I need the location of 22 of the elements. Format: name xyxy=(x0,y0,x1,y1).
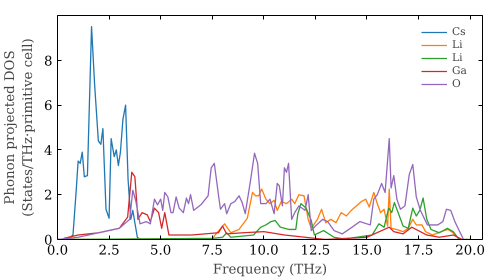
x-tick-label: 10.0 xyxy=(248,244,279,258)
x-tick-label: 17.5 xyxy=(404,244,434,258)
y-axis-title: Phonon projected DOS (States/THz·primitive cell) xyxy=(3,38,36,217)
x-tick-label: 15.0 xyxy=(352,244,382,258)
legend-label: O xyxy=(452,77,462,90)
y-tick-label: 6 xyxy=(44,99,53,114)
y-tick-label: 8 xyxy=(44,54,53,70)
x-tick-label: 20.0 xyxy=(455,244,485,258)
x-tick-label: 0.0 xyxy=(46,244,68,258)
line-series xyxy=(63,172,463,240)
x-tick-label: 7.5 xyxy=(202,244,223,258)
x-tick-label: 2.5 xyxy=(98,244,120,258)
legend-label: Cs xyxy=(452,25,467,38)
legend-label: Li xyxy=(452,38,464,51)
x-tick-label: 12.5 xyxy=(300,244,330,258)
x-axis-title: Frequency (THz) xyxy=(212,262,328,278)
y-tick-label: 4 xyxy=(44,144,53,159)
legend-label: Li xyxy=(452,51,464,64)
y-tick-label: 2 xyxy=(44,188,53,204)
legend-label: Ga xyxy=(452,64,468,77)
line-series xyxy=(58,138,464,240)
x-tick-label: 5.0 xyxy=(150,244,172,258)
